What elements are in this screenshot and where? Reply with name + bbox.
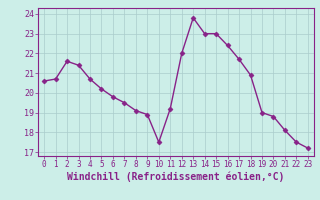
X-axis label: Windchill (Refroidissement éolien,°C): Windchill (Refroidissement éolien,°C) [67, 172, 285, 182]
